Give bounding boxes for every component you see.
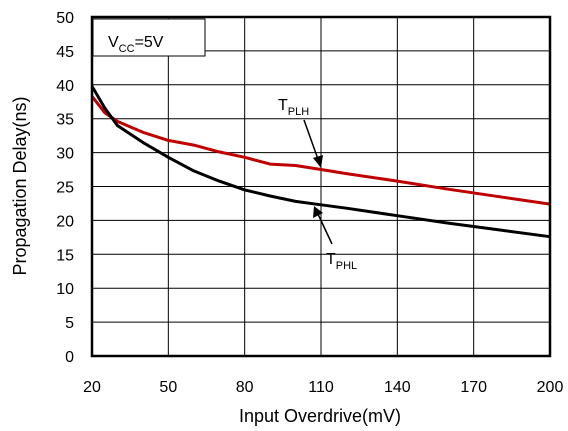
x-tick-label: 20 xyxy=(83,379,101,396)
condition-box xyxy=(92,18,206,57)
tplh-label: TPLH xyxy=(278,97,309,118)
tphl-line xyxy=(90,85,551,239)
y-tick-label: 0 xyxy=(65,349,74,366)
y-tick-label: 30 xyxy=(56,146,74,163)
grid xyxy=(91,16,551,357)
tphl-label: TPHL xyxy=(326,251,357,272)
y-tick-label: 10 xyxy=(56,281,74,298)
x-axis-label: Input Overdrive(mV) xyxy=(239,406,401,426)
x-tick-label: 50 xyxy=(159,379,177,396)
y-axis-label: Propagation Delay(ns) xyxy=(10,96,30,275)
tplh-arrow xyxy=(303,119,320,163)
x-tick-label: 80 xyxy=(236,379,254,396)
x-tick-label: 200 xyxy=(537,379,564,396)
y-tick-label: 20 xyxy=(56,213,74,230)
x-tick-label: 140 xyxy=(384,379,411,396)
y-tick-label: 45 xyxy=(56,44,74,61)
y-tick-label: 25 xyxy=(56,180,74,197)
tplh-arrow-head-icon xyxy=(313,155,323,168)
tplh-line xyxy=(90,95,551,206)
y-tick-label: 5 xyxy=(65,315,74,332)
x-tick-label: 110 xyxy=(308,379,334,396)
plot-frame xyxy=(90,15,552,358)
y-tick-label: 40 xyxy=(56,78,74,95)
y-tick-label: 50 xyxy=(56,10,74,27)
x-tick-label: 170 xyxy=(460,379,487,396)
y-tick-label: 35 xyxy=(56,112,74,129)
series-layer xyxy=(90,85,551,239)
tphl-arrow xyxy=(316,211,333,245)
tphl-arrow-head-icon xyxy=(313,206,323,218)
y-tick-label: 15 xyxy=(56,247,74,264)
condition-label: VCC=5V xyxy=(108,34,164,55)
tick-labels: 0 5 10 15 20 25 30 35 40 45 50 20 50 80 110 140 170 200 xyxy=(56,10,563,396)
